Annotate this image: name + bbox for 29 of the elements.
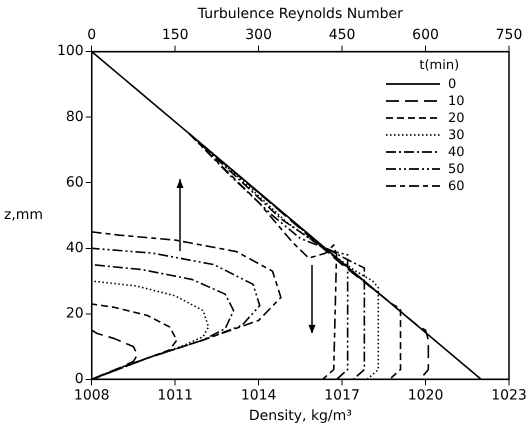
legend-label: 60	[448, 178, 465, 194]
x2-axis-title: Turbulence Reynolds Number	[196, 6, 404, 22]
y-tick-label: 100	[56, 43, 84, 60]
x-tick-label: 1014	[240, 387, 277, 404]
legend-label: 50	[448, 162, 465, 177]
y-axis-title: z,mm	[4, 206, 44, 222]
legend-title: t(min)	[418, 58, 460, 75]
legend-label: 10	[448, 94, 465, 109]
y-tick-label: 0	[74, 371, 84, 388]
x-tick-label: 1008	[74, 387, 110, 404]
x-axis-title: Density, kg/m³	[248, 408, 352, 424]
x-tick-label: 1011	[157, 387, 193, 404]
legend-label: 20	[448, 110, 465, 126]
y-tick-label: 60	[66, 174, 84, 190]
legend-label: 30	[448, 128, 465, 143]
y-tick-label: 80	[66, 108, 84, 125]
x2-tick-label: 150	[162, 26, 189, 43]
x2-tick-label: 450	[328, 26, 356, 43]
x-tick-label: 1023	[491, 387, 527, 404]
y-tick-label: 40	[66, 240, 84, 256]
x2-tick-label: 300	[245, 26, 272, 43]
x2-tick-label: 600	[412, 26, 439, 43]
x-tick-label: 1017	[324, 387, 360, 404]
x2-tick-label: 750	[496, 26, 522, 43]
x2-tick-label: 0	[87, 26, 96, 43]
y-tick-label: 20	[66, 305, 84, 322]
x-tick-label: 1020	[408, 387, 444, 404]
legend-label: 0	[448, 76, 456, 92]
legend-label: 40	[448, 144, 465, 160]
